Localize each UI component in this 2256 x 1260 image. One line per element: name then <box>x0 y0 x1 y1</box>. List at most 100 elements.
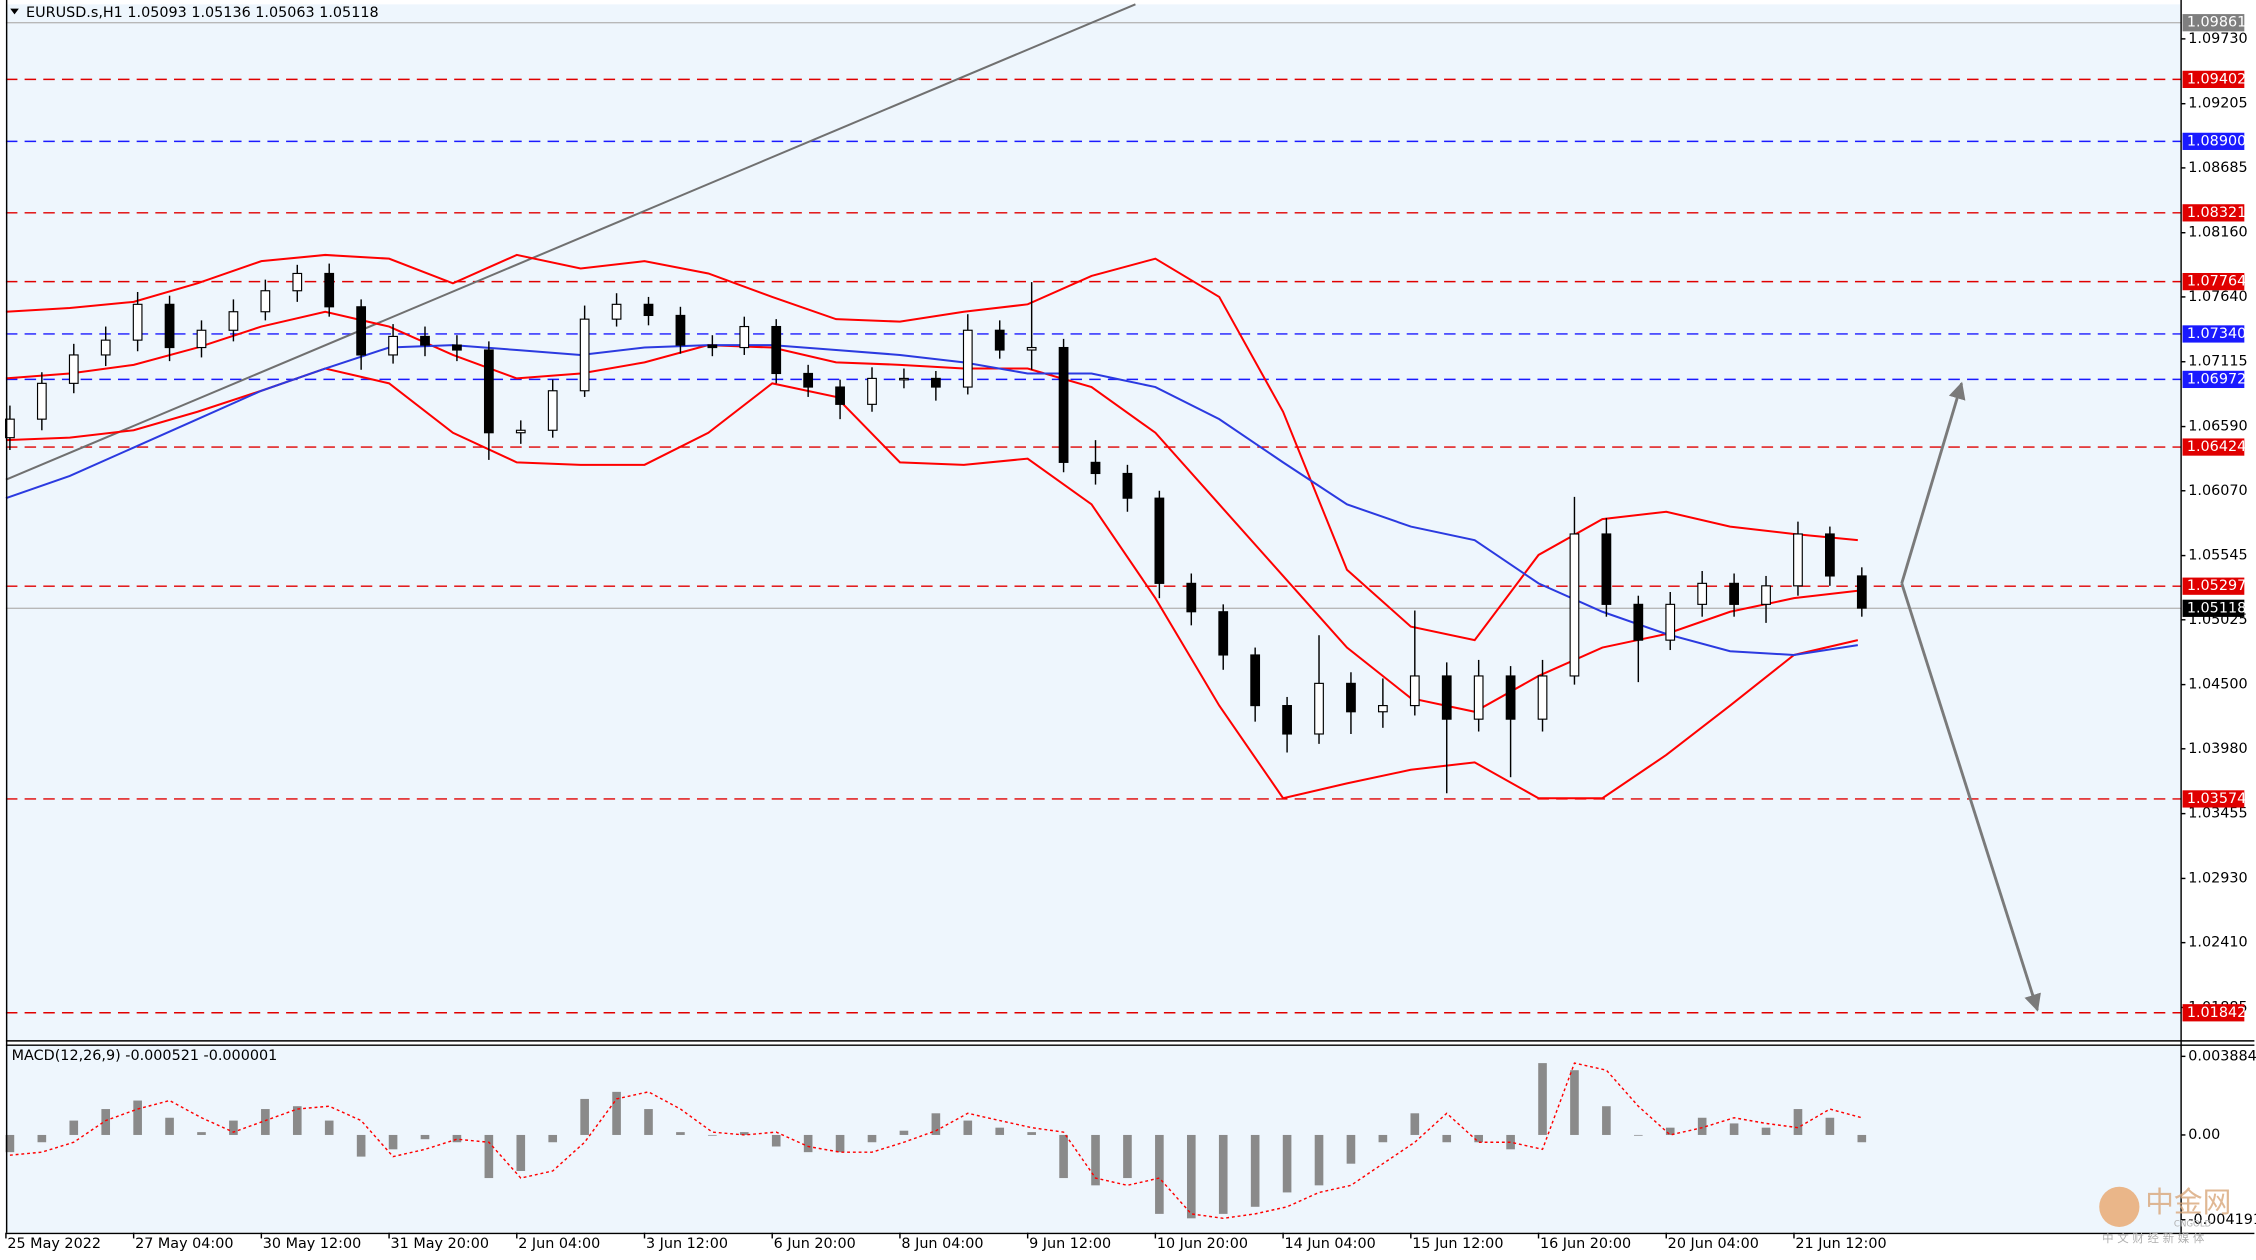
level-label: 1.07340 <box>2187 326 2246 342</box>
level-label: 1.09861 <box>2187 15 2246 31</box>
x-tick-label: 8 Jun 04:00 <box>901 1236 983 1252</box>
macd-title: MACD(12,26,9) -0.000521 -0.000001 <box>12 1048 278 1064</box>
forecast-arrow <box>1900 582 2041 1012</box>
candle-body <box>388 335 398 356</box>
candle-body <box>1377 705 1388 713</box>
macd-bar <box>165 1117 174 1135</box>
x-tick-label: 31 May 20:00 <box>391 1236 489 1252</box>
y-tick-label: 1.06590 <box>2188 419 2247 435</box>
candle-body <box>1282 705 1292 735</box>
macd-bar <box>803 1134 813 1153</box>
chart-title: EURUSD.s,H1 1.05093 1.05136 1.05063 1.05… <box>26 5 379 21</box>
candle-body <box>1154 497 1165 584</box>
macd-bar <box>771 1134 781 1147</box>
candle-body <box>260 290 271 313</box>
macd-bar <box>1538 1063 1547 1135</box>
macd-bar <box>1282 1134 1292 1193</box>
candle-body <box>1026 346 1037 351</box>
candle-body <box>1473 675 1484 720</box>
y-tick-label: 1.03980 <box>2188 741 2247 757</box>
macd-bar <box>1506 1134 1515 1150</box>
macd-bar <box>229 1120 238 1135</box>
x-tick-label: 6 Jun 20:00 <box>774 1236 856 1252</box>
y-tick-label: 1.07640 <box>2188 289 2247 305</box>
macd-bar <box>1602 1106 1611 1135</box>
macd-bar <box>1027 1132 1036 1135</box>
menu-triangle[interactable] <box>10 8 19 15</box>
candle-body <box>196 329 207 349</box>
trend-line <box>5 3 1136 481</box>
candle-body <box>452 344 462 351</box>
macd-bar <box>69 1120 79 1135</box>
level-label: 1.01842 <box>2187 1005 2246 1021</box>
y-tick-label: 0.00 <box>2188 1127 2220 1143</box>
level-box <box>2182 14 2245 32</box>
y-tick-label: 1.09730 <box>2188 31 2247 47</box>
macd-bar <box>1091 1134 1100 1186</box>
level-label: 1.05118 <box>2187 600 2246 616</box>
candle-body <box>68 354 79 384</box>
candle-body <box>611 303 622 320</box>
macd-bar <box>1474 1134 1483 1143</box>
macd-bar <box>676 1132 685 1135</box>
candle-body <box>1505 675 1516 720</box>
x-tick-label: 2 Jun 04:00 <box>518 1236 600 1252</box>
y-tick-label: 1.03455 <box>2188 806 2247 822</box>
candle-body <box>994 329 1005 351</box>
macd-bar <box>1442 1134 1452 1143</box>
macd-bar <box>1729 1123 1739 1135</box>
candle-body <box>228 311 239 331</box>
candle-body <box>1090 461 1101 475</box>
candle-body <box>515 429 526 434</box>
macd-bar <box>1186 1134 1196 1219</box>
candle-body <box>547 390 558 431</box>
level-box <box>2182 132 2245 150</box>
candle-body <box>1058 346 1069 463</box>
macd-bar <box>101 1109 111 1135</box>
candle-body <box>483 349 494 434</box>
candle-body <box>1825 533 1835 577</box>
level-label: 1.03574 <box>2187 791 2246 807</box>
candle-body <box>1314 682 1324 735</box>
macd-bar <box>292 1106 302 1135</box>
level-label: 1.06424 <box>2187 439 2246 455</box>
indicator-line <box>5 344 1858 656</box>
macd-bar <box>516 1134 526 1171</box>
candle-body <box>1441 675 1452 720</box>
macd-bar <box>1378 1134 1388 1143</box>
watermark-text: 中金网 <box>2145 1185 2231 1219</box>
candle-body <box>420 335 430 346</box>
watermark-tagline: 中 文 财 经 新 媒 体 <box>2102 1231 2205 1245</box>
level-box <box>2182 325 2245 343</box>
candle-body <box>292 272 303 292</box>
macd-bar <box>995 1127 1005 1135</box>
macd-bar <box>484 1134 494 1179</box>
candle-body <box>803 372 814 388</box>
y-tick-label: 0.003884 <box>2188 1048 2256 1064</box>
macd-bar <box>356 1134 366 1157</box>
macd-bar <box>1570 1070 1579 1135</box>
candle-body <box>835 386 845 405</box>
x-tick-label: 14 Jun 04:00 <box>1285 1236 1376 1252</box>
level-box <box>2182 272 2245 291</box>
macd-bar <box>899 1130 909 1135</box>
level-label: 1.09402 <box>2187 71 2246 87</box>
macd-bar <box>1059 1134 1068 1179</box>
macd-bar <box>963 1120 973 1135</box>
macd-bar <box>612 1091 621 1135</box>
macd-bar <box>37 1134 47 1143</box>
candle-body <box>1537 675 1548 720</box>
macd-bar <box>452 1134 462 1143</box>
candle-body <box>1856 575 1867 609</box>
level-box <box>2182 1004 2245 1022</box>
candle-body <box>1346 682 1356 713</box>
macd-bar <box>1346 1134 1356 1164</box>
level-label: 1.07764 <box>2187 274 2246 290</box>
macd-bar <box>1314 1134 1324 1186</box>
x-tick-label: 15 Jun 12:00 <box>1412 1236 1503 1252</box>
level-box <box>2182 577 2245 595</box>
x-tick-label: 9 Jun 12:00 <box>1029 1236 1111 1252</box>
macd-bar <box>261 1109 270 1135</box>
candle-body <box>739 325 750 349</box>
plot-layer: 1.09730 1.09205 1.08685 1.08160 1.07640 1.071… <box>5 3 2256 1252</box>
